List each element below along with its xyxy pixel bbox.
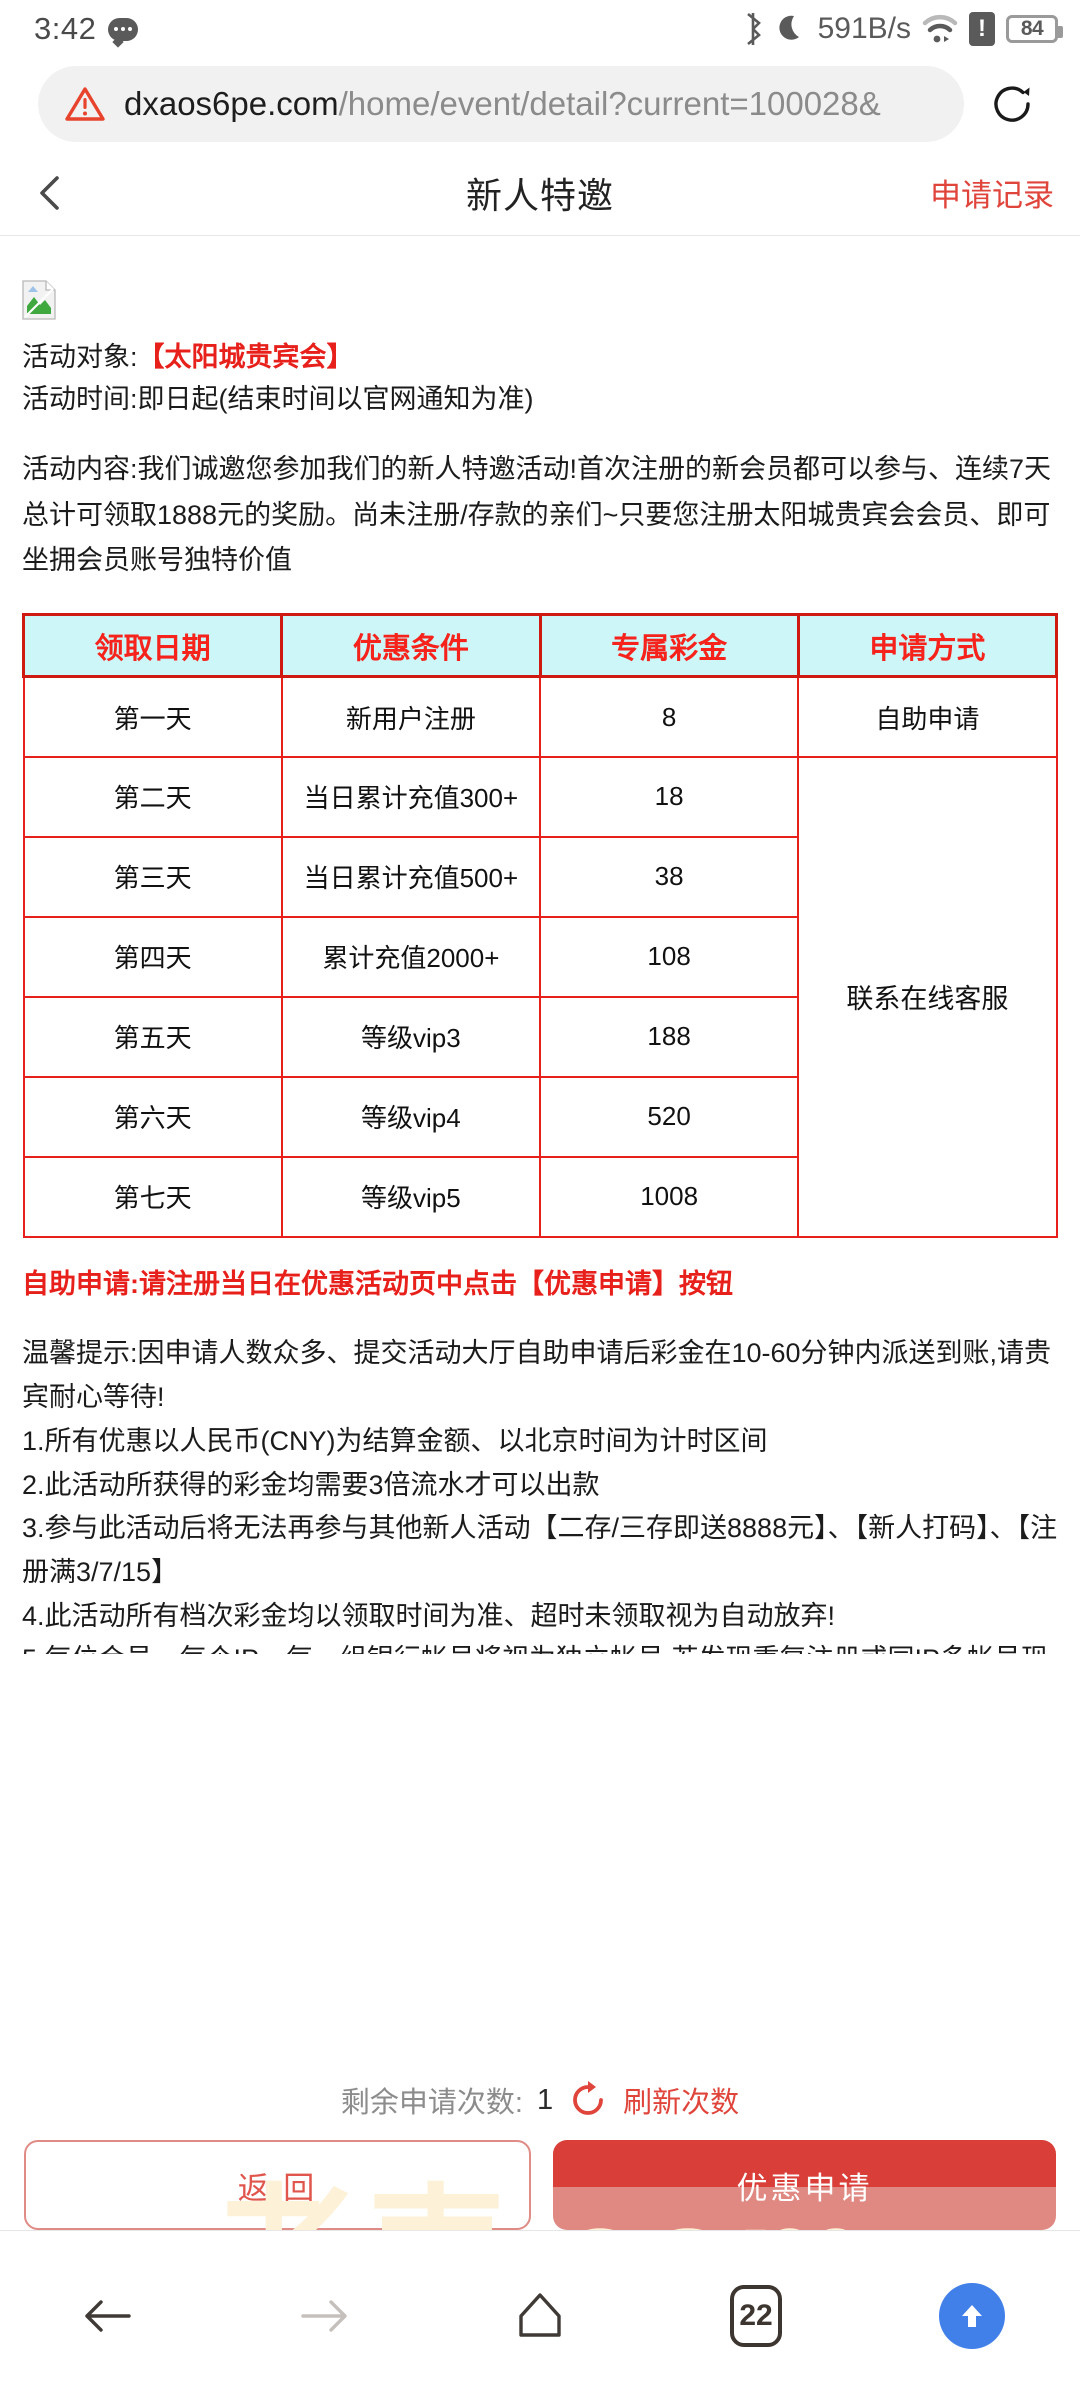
- cell-method-merged: 联系在线客服: [797, 755, 1058, 1238]
- moon-icon: [778, 15, 799, 40]
- action-button-row: 返 回 优惠申请: [0, 2130, 1080, 2230]
- event-time-line: 活动时间:即日起(结束时间以官网通知为准): [22, 383, 534, 414]
- status-bar-left: 3:42: [34, 11, 139, 47]
- cell-day: 第六天: [22, 1075, 283, 1158]
- wifi-icon: [922, 14, 958, 43]
- terms-item: 4.此活动所有档次彩金均以领取时间为准、超时未领取视为自动放弃!: [22, 1600, 836, 1631]
- cell-condition: 当日累计充值500+: [280, 835, 542, 918]
- event-target-label: 活动对象:: [22, 342, 138, 372]
- event-target-value: 【太阳城贵宾会】: [137, 342, 354, 372]
- col-header-date: 领取日期: [21, 613, 284, 679]
- chat-bubble-icon: [108, 17, 139, 41]
- terms-item: 5.每位会员、每个IP、每一组银行帐号将视为独立帐号,若发现重复注册或同IP多帐…: [22, 1638, 1058, 1654]
- browser-toolbar: dxaos6pe.com/home/event/detail?current=1…: [0, 58, 1080, 150]
- page-title: 新人特邀: [465, 174, 614, 216]
- table-row: 第五天 等级vip3 188: [22, 995, 1057, 1078]
- arrow-up-circle-icon: [939, 2282, 1005, 2349]
- remaining-attempts-count: 1: [536, 2083, 554, 2116]
- col-header-bonus: 专属彩金: [538, 613, 800, 679]
- promo-table: 领取日期 优惠条件 专属彩金 申请方式 第一天 新用户注册 8 自助申请 第二天…: [21, 613, 1059, 1238]
- table-row: 第二天 当日累计充值300+ 18 联系在线客服: [22, 755, 1058, 1238]
- cell-condition: 等级vip4: [280, 1075, 542, 1158]
- apply-promotion-button[interactable]: 优惠申请: [553, 2140, 1056, 2230]
- refresh-attempts-link[interactable]: 刷新次数: [623, 2087, 740, 2119]
- terms-tip: 温馨提示:因申请人数众多、提交活动大厅自助申请后彩金在10-60分钟内派送到账,…: [22, 1338, 1052, 1413]
- nav-scroll-top-button[interactable]: [922, 2266, 1022, 2366]
- cell-condition: 累计充值2000+: [280, 915, 542, 998]
- cell-condition: 新用户注册: [280, 675, 542, 758]
- refresh-circle-icon[interactable]: [567, 2079, 609, 2121]
- nav-back-button[interactable]: [58, 2266, 158, 2366]
- home-icon: [519, 2292, 561, 2337]
- reload-icon[interactable]: [984, 75, 1042, 133]
- cell-bonus: 38: [538, 835, 800, 918]
- url-text: dxaos6pe.com/home/event/detail?current=1…: [124, 85, 881, 123]
- battery-level-label: 84: [1020, 17, 1044, 40]
- cell-bonus: 520: [538, 1075, 800, 1158]
- table-row: 第七天 等级vip5 1008: [22, 1155, 1057, 1238]
- cell-condition: 等级vip5: [280, 1155, 542, 1238]
- tab-count-badge: 22: [730, 2284, 782, 2347]
- promo-table-head: 领取日期 优惠条件 专属彩金 申请方式: [21, 613, 1059, 679]
- cell-method: 自助申请: [797, 675, 1058, 758]
- warning-triangle-icon: [65, 87, 105, 121]
- remaining-attempts-row: 剩余申请次数: 1 刷新次数: [0, 2070, 1080, 2130]
- terms-item: 3.参与此活动后将无法再参与其他新人活动【二存/三存即送8888元】、【新人打码…: [22, 1513, 1058, 1587]
- promo-table-body: 第一天 新用户注册 8 自助申请 第二天 当日累计充值300+ 18 联系在线客…: [22, 675, 1058, 1238]
- table-row: 第六天 等级vip4 520: [22, 1075, 1057, 1158]
- event-target-line: 活动对象:【太阳城贵宾会】: [22, 337, 1058, 378]
- back-button[interactable]: 返 回: [24, 2140, 531, 2230]
- terms-section: 温馨提示:因申请人数众多、提交活动大厅自助申请后彩金在10-60分钟内派送到账,…: [22, 1332, 1058, 1654]
- browser-navigation-bar: 22: [0, 2230, 1080, 2400]
- cell-bonus: 188: [538, 995, 800, 1078]
- status-bar-right: 591B/s ! 84: [742, 12, 1063, 46]
- battery-indicator: 84: [1006, 15, 1063, 43]
- nav-tabs-button[interactable]: 22: [706, 2266, 806, 2366]
- cell-day: 第一天: [22, 675, 283, 758]
- table-row: 第三天 当日累计充值500+ 38: [22, 835, 1057, 918]
- cell-bonus: 108: [538, 915, 800, 998]
- cell-condition: 等级vip3: [280, 995, 542, 1078]
- col-header-condition: 优惠条件: [280, 613, 542, 679]
- event-detail-content: 活动对象:【太阳城贵宾会】 活动时间:即日起(结束时间以官网通知为准) 活动内容…: [0, 236, 1080, 1654]
- cell-condition: 当日累计充值300+: [280, 755, 542, 838]
- nav-forward-button[interactable]: [274, 2266, 374, 2366]
- broken-image-icon: [22, 280, 56, 320]
- bottom-action-bar: 剩余申请次数: 1 刷新次数 返 回 优惠申请: [0, 2056, 1080, 2230]
- nav-home-button[interactable]: [490, 2266, 590, 2366]
- page-header: 新人特邀 申请记录: [0, 150, 1080, 236]
- cell-day: 第五天: [22, 995, 283, 1078]
- self-apply-note: 自助申请:请注册当日在优惠活动页中点击【优惠申请】按钮: [22, 1268, 733, 1299]
- url-host: dxaos6pe.com: [124, 85, 339, 122]
- status-bar-clock: 3:42: [34, 11, 97, 46]
- sim-alert-icon: !: [969, 12, 995, 46]
- bluetooth-icon: [746, 12, 761, 46]
- col-header-method: 申请方式: [796, 613, 1059, 679]
- cell-day: 第七天: [22, 1155, 283, 1238]
- chevron-left-icon[interactable]: [28, 170, 74, 216]
- cell-bonus: 8: [538, 675, 800, 758]
- status-bar: 3:42 591B/s ! 84: [0, 0, 1080, 58]
- terms-item: 2.此活动所获得的彩金均需要3倍流水才可以出款: [22, 1469, 600, 1500]
- address-bar[interactable]: dxaos6pe.com/home/event/detail?current=1…: [38, 66, 964, 142]
- remaining-attempts-label: 剩余申请次数:: [340, 2087, 523, 2119]
- network-speed-label: 591B/s: [817, 12, 911, 45]
- table-header-row: 领取日期 优惠条件 专属彩金 申请方式: [21, 613, 1059, 679]
- cell-day: 第二天: [22, 755, 283, 838]
- arrow-right-icon: [301, 2299, 347, 2332]
- url-path: /home/event/detail?current=100028&: [338, 85, 881, 122]
- table-row: 第一天 新用户注册 8 自助申请: [22, 675, 1058, 758]
- event-description: 活动内容:我们诚邀您参加我们的新人特邀活动!首次注册的新会员都可以参与、连续7天…: [22, 454, 1052, 575]
- cell-bonus: 1008: [538, 1155, 800, 1238]
- arrow-left-icon: [85, 2299, 131, 2332]
- cell-day: 第三天: [22, 835, 283, 918]
- terms-item: 1.所有优惠以人民币(CNY)为结算金额、以北京时间为计时区间: [22, 1425, 768, 1456]
- apply-record-link[interactable]: 申请记录: [930, 178, 1054, 213]
- arrow-up-glyph: [962, 2304, 982, 2327]
- cell-day: 第四天: [22, 915, 283, 998]
- cell-bonus: 18: [538, 755, 800, 838]
